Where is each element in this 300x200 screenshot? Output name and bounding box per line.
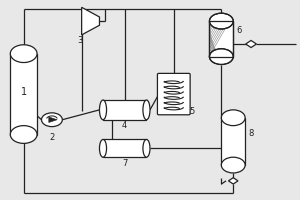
Bar <box>10 54 37 135</box>
Text: 5: 5 <box>189 107 194 116</box>
Ellipse shape <box>100 100 106 120</box>
Text: 6: 6 <box>236 26 242 35</box>
Ellipse shape <box>10 126 37 143</box>
Text: 8: 8 <box>248 129 254 138</box>
Bar <box>103 139 146 157</box>
Ellipse shape <box>143 100 150 120</box>
Bar <box>221 118 245 165</box>
Polygon shape <box>229 178 238 184</box>
Text: 4: 4 <box>122 121 128 130</box>
Ellipse shape <box>221 157 245 173</box>
Polygon shape <box>246 40 256 48</box>
Bar <box>209 21 233 57</box>
Text: 7: 7 <box>122 159 128 168</box>
Polygon shape <box>82 7 100 35</box>
Polygon shape <box>49 117 57 122</box>
Ellipse shape <box>209 13 233 29</box>
Ellipse shape <box>209 49 233 64</box>
Text: 3: 3 <box>77 36 83 45</box>
Text: 1: 1 <box>21 87 27 97</box>
Bar <box>209 21 233 57</box>
Text: 2: 2 <box>49 133 55 142</box>
Bar <box>103 100 146 120</box>
Ellipse shape <box>100 139 106 157</box>
FancyBboxPatch shape <box>158 73 190 115</box>
Circle shape <box>41 113 62 127</box>
Ellipse shape <box>143 139 150 157</box>
Ellipse shape <box>10 45 37 63</box>
Ellipse shape <box>221 110 245 126</box>
